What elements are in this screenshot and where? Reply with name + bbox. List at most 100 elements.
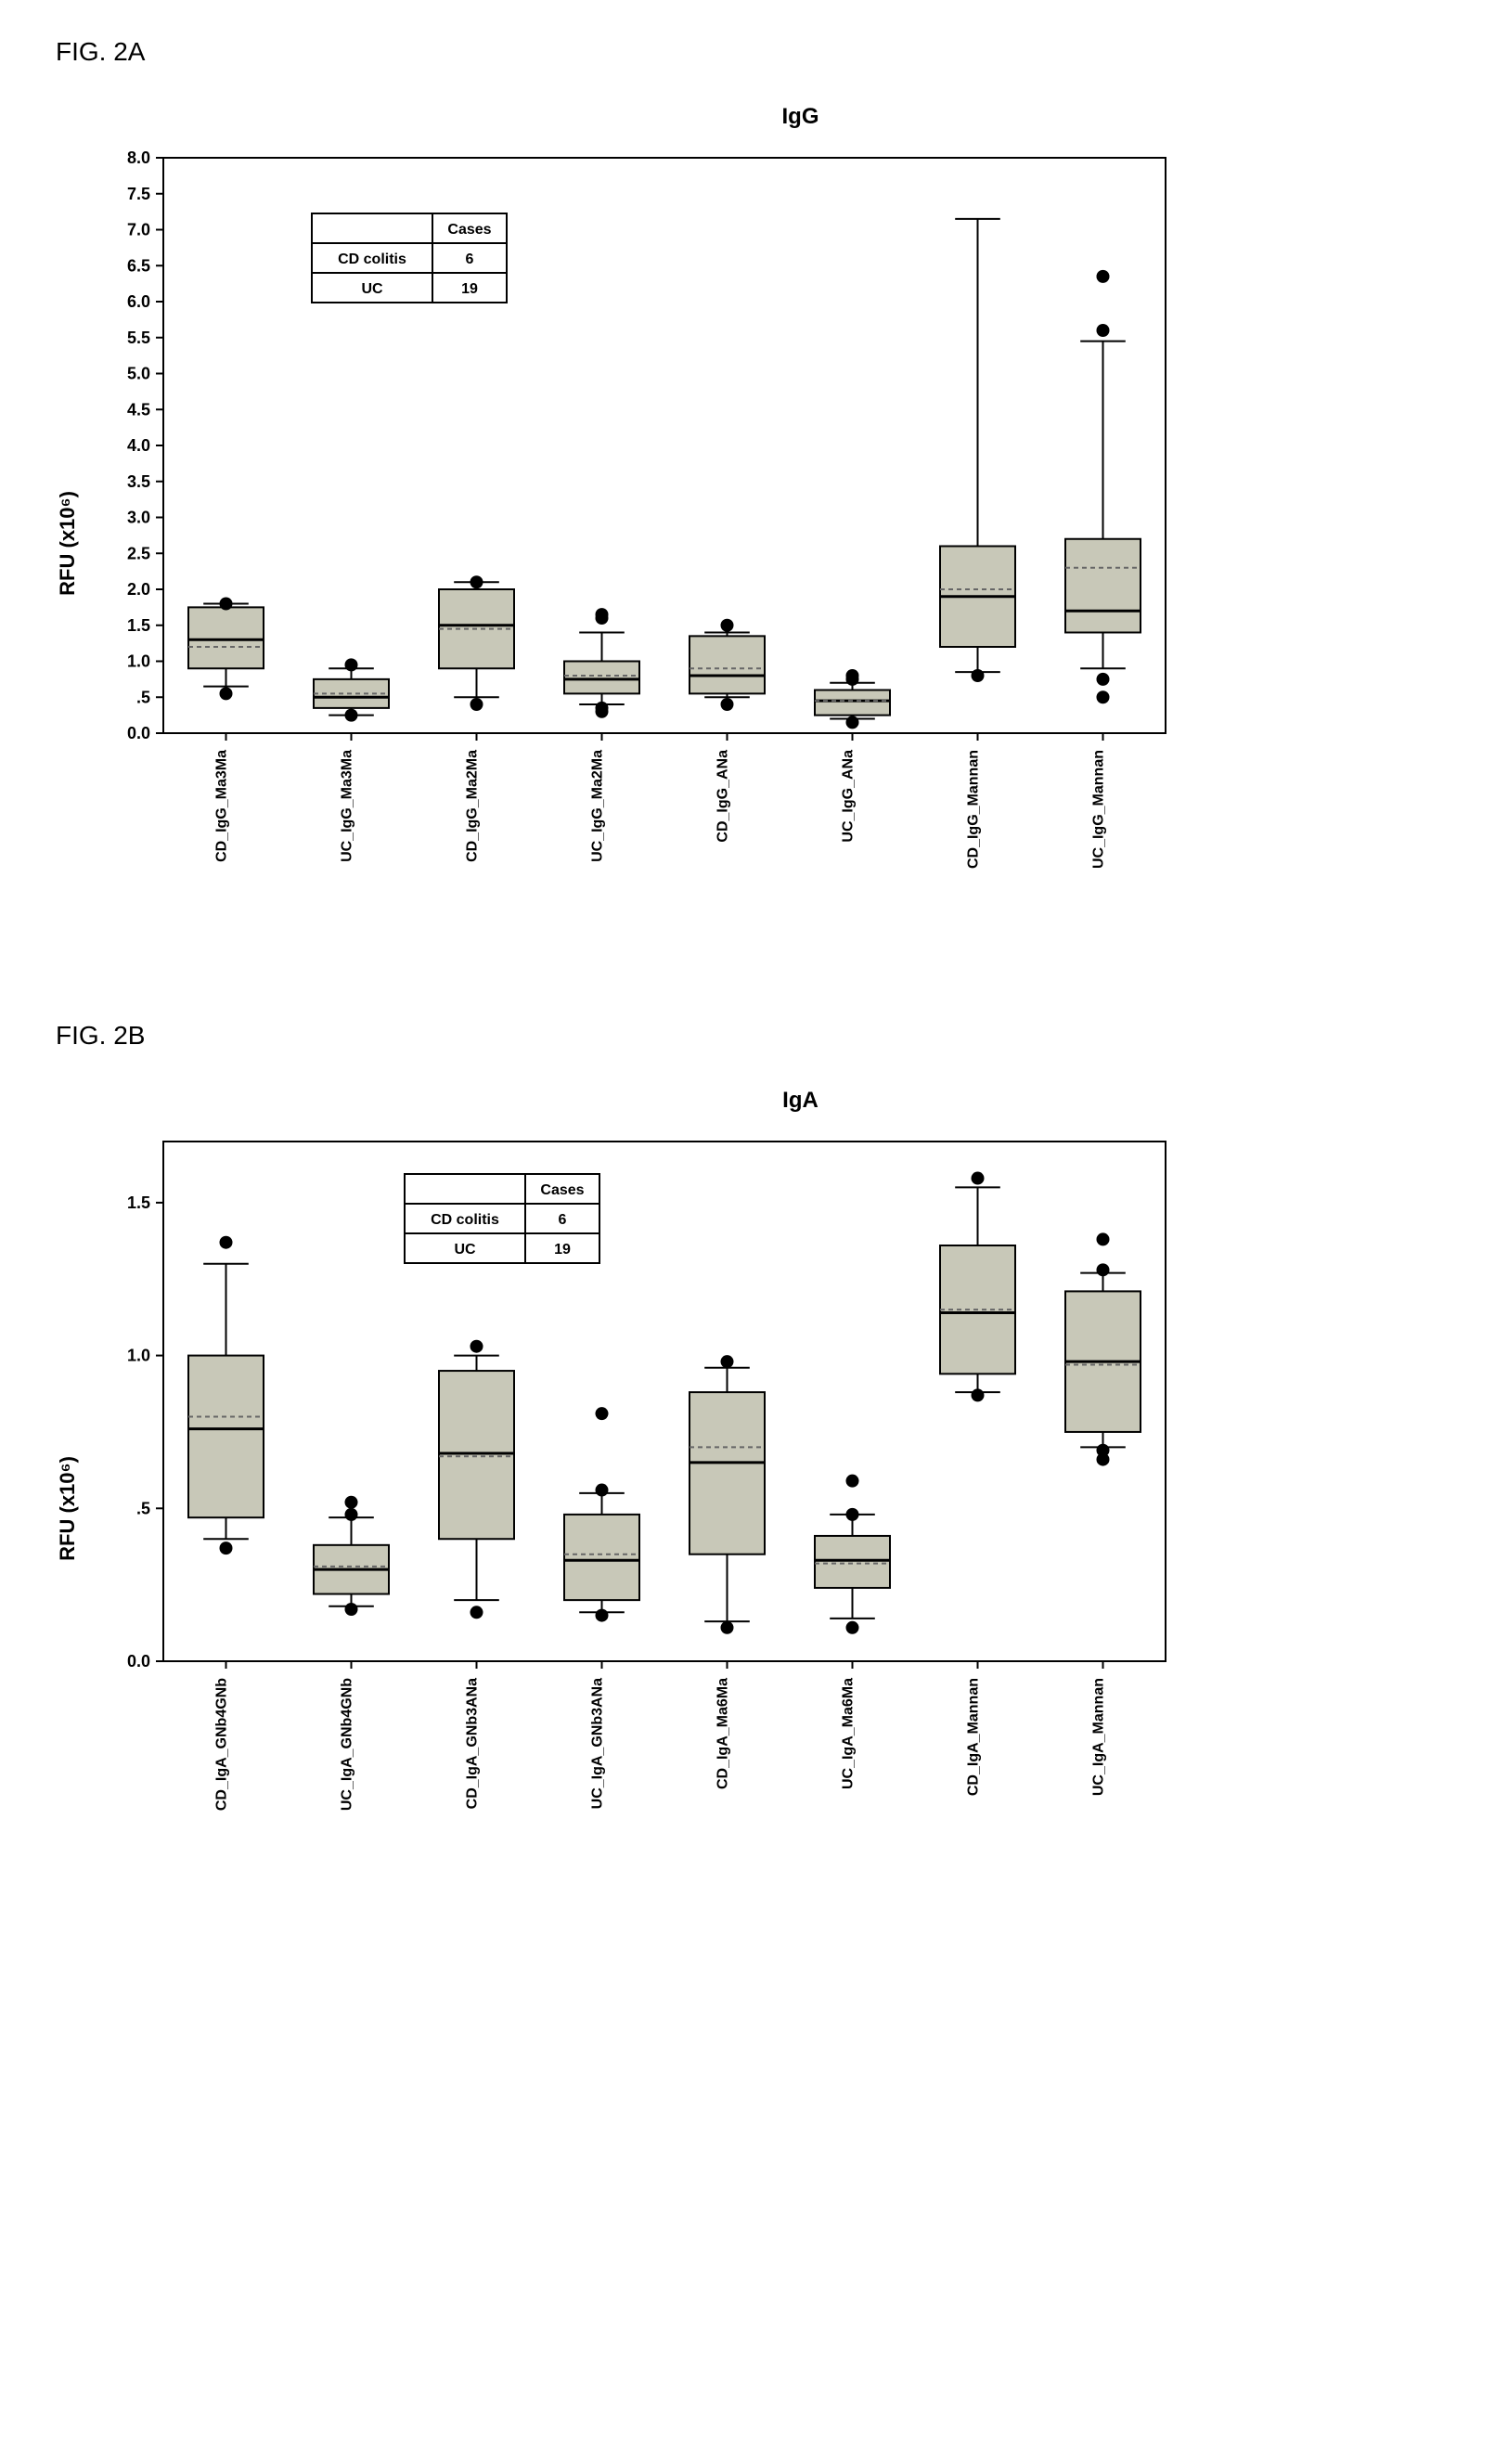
figure-label: FIG. 2A bbox=[56, 37, 1452, 67]
outlier-point bbox=[345, 1508, 358, 1521]
y-tick-label: 7.0 bbox=[127, 221, 150, 239]
cases-row-label: UC bbox=[454, 1242, 476, 1258]
box bbox=[815, 690, 890, 716]
y-tick-label: 5.5 bbox=[127, 329, 150, 347]
y-tick-label: 6.0 bbox=[127, 292, 150, 311]
y-tick-label: 4.0 bbox=[127, 436, 150, 455]
boxplot-chart: 0.0 .5 1.0 1.5 2.0 2.5 3.0 3.5 4.0 4.5 5.0 5.5 6.0 6.… bbox=[89, 139, 1203, 947]
outlier-point bbox=[220, 598, 233, 611]
x-tick-label: UC_IgG_ANa bbox=[841, 750, 857, 843]
cases-row-value: 6 bbox=[559, 1212, 567, 1228]
outlier-point bbox=[846, 1475, 859, 1488]
cases-row-label: UC bbox=[361, 281, 383, 297]
y-tick-label: 7.5 bbox=[127, 185, 150, 203]
x-tick-label: UC_IgA_GNb3ANa bbox=[590, 1678, 606, 1809]
cases-row-value: 19 bbox=[554, 1242, 571, 1258]
y-tick-label: 6.5 bbox=[127, 256, 150, 275]
x-tick-label: CD_IgG_Mannan bbox=[966, 750, 982, 869]
figure-panel: FIG. 2A IgG RFU (x10⁶) 0.0 .5 1.0 1.5 2.0 2.5 3.0… bbox=[56, 37, 1452, 947]
figure-panel: FIG. 2BIgARFU (x10⁶)0.0.51.01.5CD_IgA_GN… bbox=[56, 1021, 1452, 1893]
x-tick-label: UC_IgG_Ma3Ma bbox=[340, 750, 355, 862]
cases-row-label: CD colitis bbox=[338, 252, 406, 267]
x-tick-label: CD_IgA_GNb4GNb bbox=[214, 1678, 230, 1811]
outlier-point bbox=[596, 702, 609, 715]
outlier-point bbox=[1097, 1232, 1110, 1245]
box bbox=[439, 1371, 514, 1539]
outlier-point bbox=[596, 1484, 609, 1497]
outlier-point bbox=[220, 1236, 233, 1249]
outlier-point bbox=[220, 687, 233, 700]
outlier-point bbox=[596, 1407, 609, 1420]
outlier-point bbox=[470, 1606, 483, 1619]
y-tick-label: 0.0 bbox=[127, 1652, 150, 1671]
outlier-point bbox=[345, 1496, 358, 1509]
x-tick-label: CD_IgG_Ma3Ma bbox=[214, 750, 230, 862]
y-tick-label: 8.0 bbox=[127, 148, 150, 167]
x-tick-label: UC_IgG_Ma2Ma bbox=[590, 750, 606, 862]
outlier-point bbox=[1097, 324, 1110, 337]
cases-header: Cases bbox=[447, 222, 491, 238]
y-tick-label: 4.5 bbox=[127, 400, 150, 419]
figure-label: FIG. 2B bbox=[56, 1021, 1452, 1051]
outlier-point bbox=[220, 1542, 233, 1555]
outlier-point bbox=[596, 1609, 609, 1622]
y-tick-label: 5.0 bbox=[127, 365, 150, 383]
y-tick-label: 2.0 bbox=[127, 580, 150, 599]
outlier-point bbox=[721, 1621, 734, 1634]
box bbox=[815, 1536, 890, 1588]
y-tick-label: 2.5 bbox=[127, 544, 150, 562]
outlier-point bbox=[345, 1603, 358, 1616]
box bbox=[690, 1392, 765, 1555]
outlier-point bbox=[721, 698, 734, 711]
chart-title: IgG bbox=[148, 104, 1452, 130]
outlier-point bbox=[470, 698, 483, 711]
outlier-point bbox=[846, 1508, 859, 1521]
y-tick-label: 0.0 bbox=[127, 724, 150, 742]
x-tick-label: UC_IgA_GNb4GNb bbox=[340, 1678, 355, 1811]
outlier-point bbox=[1097, 690, 1110, 703]
cases-row-label: CD colitis bbox=[431, 1212, 499, 1228]
y-tick-label: 1.5 bbox=[127, 616, 150, 635]
x-tick-label: CD_IgA_Ma6Ma bbox=[715, 1678, 731, 1789]
x-tick-label: CD_IgG_Ma2Ma bbox=[465, 750, 481, 862]
cases-table: Cases CD colitis 6 UC 19 bbox=[312, 213, 507, 303]
outlier-point bbox=[721, 1355, 734, 1368]
y-tick-label: 3.0 bbox=[127, 509, 150, 527]
y-tick-label: 1.0 bbox=[127, 1347, 150, 1365]
y-tick-label: .5 bbox=[136, 688, 150, 706]
x-tick-label: CD_IgG_ANa bbox=[715, 750, 731, 843]
x-tick-label: CD_IgA_Mannan bbox=[966, 1678, 982, 1796]
y-axis-label: RFU (x10⁶) bbox=[56, 1456, 80, 1561]
outlier-point bbox=[345, 658, 358, 671]
y-tick-label: 1.0 bbox=[127, 652, 150, 671]
outlier-point bbox=[470, 1340, 483, 1353]
box bbox=[188, 607, 264, 668]
box bbox=[564, 662, 639, 694]
outlier-point bbox=[846, 669, 859, 682]
cases-row-value: 6 bbox=[466, 252, 474, 267]
outlier-point bbox=[721, 619, 734, 632]
box bbox=[1065, 539, 1141, 633]
outlier-point bbox=[1097, 1444, 1110, 1457]
boxplot-chart: 0.0.51.01.5CD_IgA_GNb4GNbUC_IgA_GNb4GNbC… bbox=[89, 1123, 1203, 1893]
outlier-point bbox=[846, 1621, 859, 1634]
outlier-point bbox=[470, 575, 483, 588]
outlier-point bbox=[972, 1388, 985, 1401]
outlier-point bbox=[972, 1172, 985, 1185]
x-tick-label: UC_IgG_Mannan bbox=[1091, 750, 1107, 869]
box bbox=[564, 1515, 639, 1600]
outlier-point bbox=[596, 608, 609, 621]
y-axis-label: RFU (x10⁶) bbox=[56, 491, 80, 596]
cases-table: Cases CD colitis 6 UC 19 bbox=[405, 1174, 599, 1263]
outlier-point bbox=[345, 709, 358, 722]
outlier-point bbox=[1097, 270, 1110, 283]
x-tick-label: UC_IgA_Mannan bbox=[1091, 1678, 1107, 1796]
box bbox=[188, 1356, 264, 1518]
y-tick-label: 3.5 bbox=[127, 472, 150, 491]
cases-header: Cases bbox=[540, 1182, 584, 1198]
cases-row-value: 19 bbox=[461, 281, 478, 297]
chart-title: IgA bbox=[148, 1088, 1452, 1114]
x-tick-label: UC_IgA_Ma6Ma bbox=[841, 1678, 857, 1789]
outlier-point bbox=[846, 716, 859, 729]
y-tick-label: 1.5 bbox=[127, 1193, 150, 1212]
